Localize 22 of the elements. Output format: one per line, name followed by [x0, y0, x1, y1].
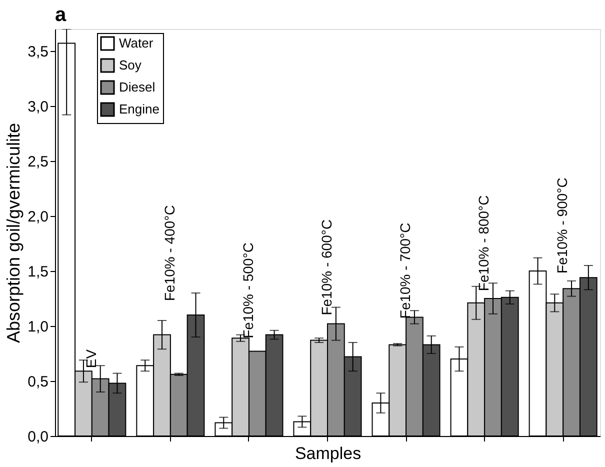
x-tick-label: Fe10% - 800°C — [476, 195, 492, 292]
y-tick-label: 3,0 — [28, 98, 48, 116]
y-tick-label: 0,0 — [28, 428, 48, 446]
y-axis-title: Absorption goil/gvermiculite — [4, 122, 24, 344]
x-tick-label: EV — [82, 348, 99, 368]
x-axis-title: Samples — [294, 444, 362, 463]
y-tick-label: 3,5 — [28, 44, 48, 60]
legend-label: Diesel — [119, 80, 156, 94]
legend-label: Soy — [119, 58, 142, 72]
x-tick-label: Fe10% - 400°C — [161, 205, 178, 301]
legend-label: Water — [119, 36, 154, 50]
x-tick-label: Fe10% - 700°C — [397, 222, 414, 319]
y-tick-label: 1,0 — [28, 318, 48, 336]
x-tick-label: Fe10% - 500°C — [240, 242, 256, 338]
legend-label: Engine — [119, 102, 160, 116]
y-tick-label: 1,5 — [28, 264, 48, 280]
x-tick-label: Fe10% - 600°C — [318, 219, 334, 316]
x-tick-label: Fe10% - 900°C — [554, 178, 570, 274]
chart-title: a — [55, 4, 67, 26]
y-tick-label: 2,5 — [28, 154, 48, 170]
y-tick-label: 0,5 — [28, 374, 48, 390]
y-tick-label: 2,0 — [28, 208, 48, 226]
